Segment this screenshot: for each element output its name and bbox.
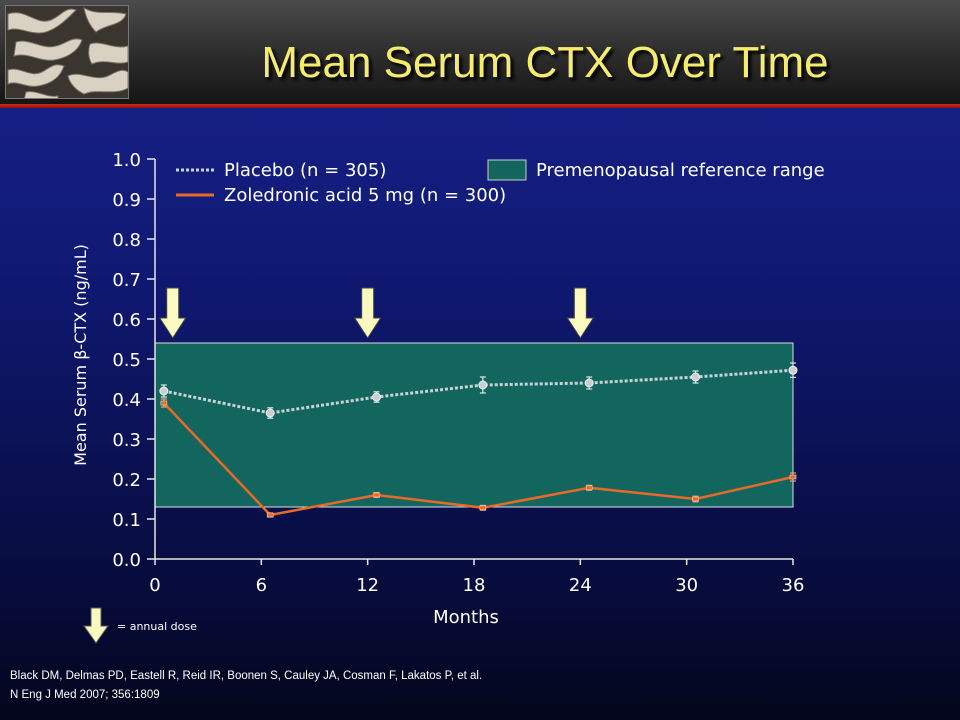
y-tick-label: 0.6: [112, 310, 141, 331]
placebo-point: [478, 380, 488, 390]
citation: Black DM, Delmas PD, Eastell R, Reid IR,…: [10, 667, 482, 705]
zoledronic-point: [789, 474, 797, 480]
y-tick-label: 0.9: [112, 190, 141, 211]
placebo-point: [265, 408, 275, 418]
legend-reference-label: Premenopausal reference range: [536, 160, 825, 181]
bone-texture-logo: [5, 5, 129, 99]
x-tick-label: 30: [675, 575, 698, 596]
slide-title: Mean Serum CTX Over Time: [261, 38, 829, 87]
reference-range-band: [154, 342, 794, 508]
legend-zoledronic-label: Zoledronic acid 5 mg (n = 300): [224, 185, 506, 206]
series-placebo: [159, 362, 798, 419]
zoledronic-point: [479, 505, 487, 511]
x-tick-label: 24: [569, 575, 592, 596]
zoledronic-point: [692, 496, 699, 502]
placebo-point: [691, 372, 701, 382]
x-tick-label: 6: [256, 575, 267, 596]
dose-arrow-icon: [158, 287, 187, 339]
zoledronic-point: [266, 512, 274, 518]
x-tick-label: 12: [356, 575, 379, 596]
x-tick-label: 0: [149, 575, 160, 596]
y-tick-label: 0.1: [112, 510, 141, 531]
legend-placebo-label: Placebo (n = 305): [224, 160, 386, 181]
y-axis-label: Mean Serum β-CTX (ng/mL): [71, 244, 90, 466]
annual-dose-label: = annual dose: [117, 620, 197, 633]
title-bar: Mean Serum CTX Over Time: [0, 0, 960, 104]
zoledronic-point: [373, 492, 380, 498]
zoledronic-point: [585, 485, 593, 491]
citation-journal: N Eng J Med 2007; 356:1809: [10, 689, 160, 701]
annual-dose-key: [83, 607, 109, 644]
y-axis-ticks: 0.0 0.1 0.2 0.3 0.4 0.5 0.6 0.7 0.8 0.9 1.0: [112, 150, 155, 571]
x-tick-label: 18: [463, 575, 486, 596]
placebo-point: [159, 386, 169, 396]
dose-arrows: [158, 287, 595, 339]
placebo-point: [372, 392, 382, 402]
y-tick-label: 0.8: [112, 230, 141, 251]
annual-dose-arrow-icon: [83, 607, 109, 644]
y-tick-label: 1.0: [112, 150, 141, 171]
legend-reference-swatch: [487, 159, 527, 181]
dose-arrow-icon: [353, 287, 382, 339]
y-tick-label: 0.2: [112, 470, 141, 491]
y-tick-label: 0.4: [112, 390, 141, 411]
placebo-point: [788, 365, 798, 375]
citation-authors: Black DM, Delmas PD, Eastell R, Reid IR,…: [10, 670, 483, 682]
y-tick-label: 0.3: [112, 430, 141, 451]
x-tick-label: 36: [782, 575, 805, 596]
header-divider: [0, 104, 960, 108]
placebo-point: [584, 378, 594, 388]
y-tick-label: 0.7: [112, 270, 141, 291]
dose-arrow-icon: [566, 287, 595, 339]
legend: Placebo (n = 305) Zoledronic acid 5 mg (…: [176, 159, 825, 206]
x-axis-label: Months: [433, 607, 499, 628]
zoledronic-point: [160, 400, 168, 406]
x-axis-ticks: 0 6 12 18 24 30 36: [149, 559, 804, 596]
y-tick-label: 0.0: [112, 550, 141, 571]
series-zoledronic: [160, 398, 797, 518]
series-layer: [159, 362, 798, 518]
y-tick-label: 0.5: [112, 350, 141, 371]
